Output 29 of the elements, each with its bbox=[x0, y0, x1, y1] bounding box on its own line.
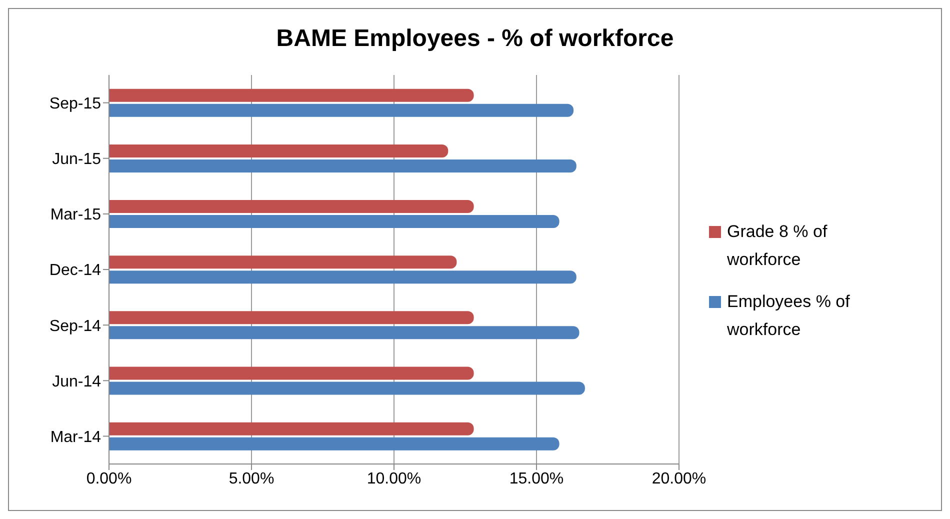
bar bbox=[109, 144, 448, 158]
bar bbox=[109, 256, 457, 269]
x-tick-label: 0.00% bbox=[86, 470, 132, 488]
x-tick-label: 10.00% bbox=[366, 470, 422, 488]
x-tick-label: 5.00% bbox=[228, 470, 274, 488]
bar bbox=[109, 382, 585, 395]
bar bbox=[109, 311, 474, 324]
bar bbox=[109, 437, 560, 450]
y-tick-label: Dec-14 bbox=[49, 262, 102, 280]
x-tick-label: 15.00% bbox=[509, 470, 564, 488]
bar bbox=[109, 422, 474, 436]
y-tick-label: Mar-15 bbox=[50, 206, 102, 224]
x-tick-label: 20.00% bbox=[652, 470, 706, 488]
y-tick-label: Jun-15 bbox=[52, 151, 102, 168]
y-tick-label: Sep-14 bbox=[49, 318, 102, 335]
bar bbox=[109, 366, 474, 380]
bar bbox=[109, 104, 574, 117]
y-tick-label: Jun-14 bbox=[52, 373, 102, 390]
bar bbox=[109, 159, 576, 172]
legend-label: Grade 8 % of workforce bbox=[727, 220, 828, 270]
bar bbox=[109, 215, 560, 228]
bar bbox=[109, 326, 580, 340]
y-tick-label: Mar-14 bbox=[50, 428, 102, 446]
legend-label: Employees % of workforce bbox=[727, 290, 851, 340]
bar bbox=[109, 270, 576, 284]
chart-title: BAME Employees - % of workforce bbox=[275, 24, 675, 54]
y-tick-label: Sep-15 bbox=[49, 95, 102, 112]
bar bbox=[109, 200, 474, 214]
bar bbox=[109, 88, 474, 102]
